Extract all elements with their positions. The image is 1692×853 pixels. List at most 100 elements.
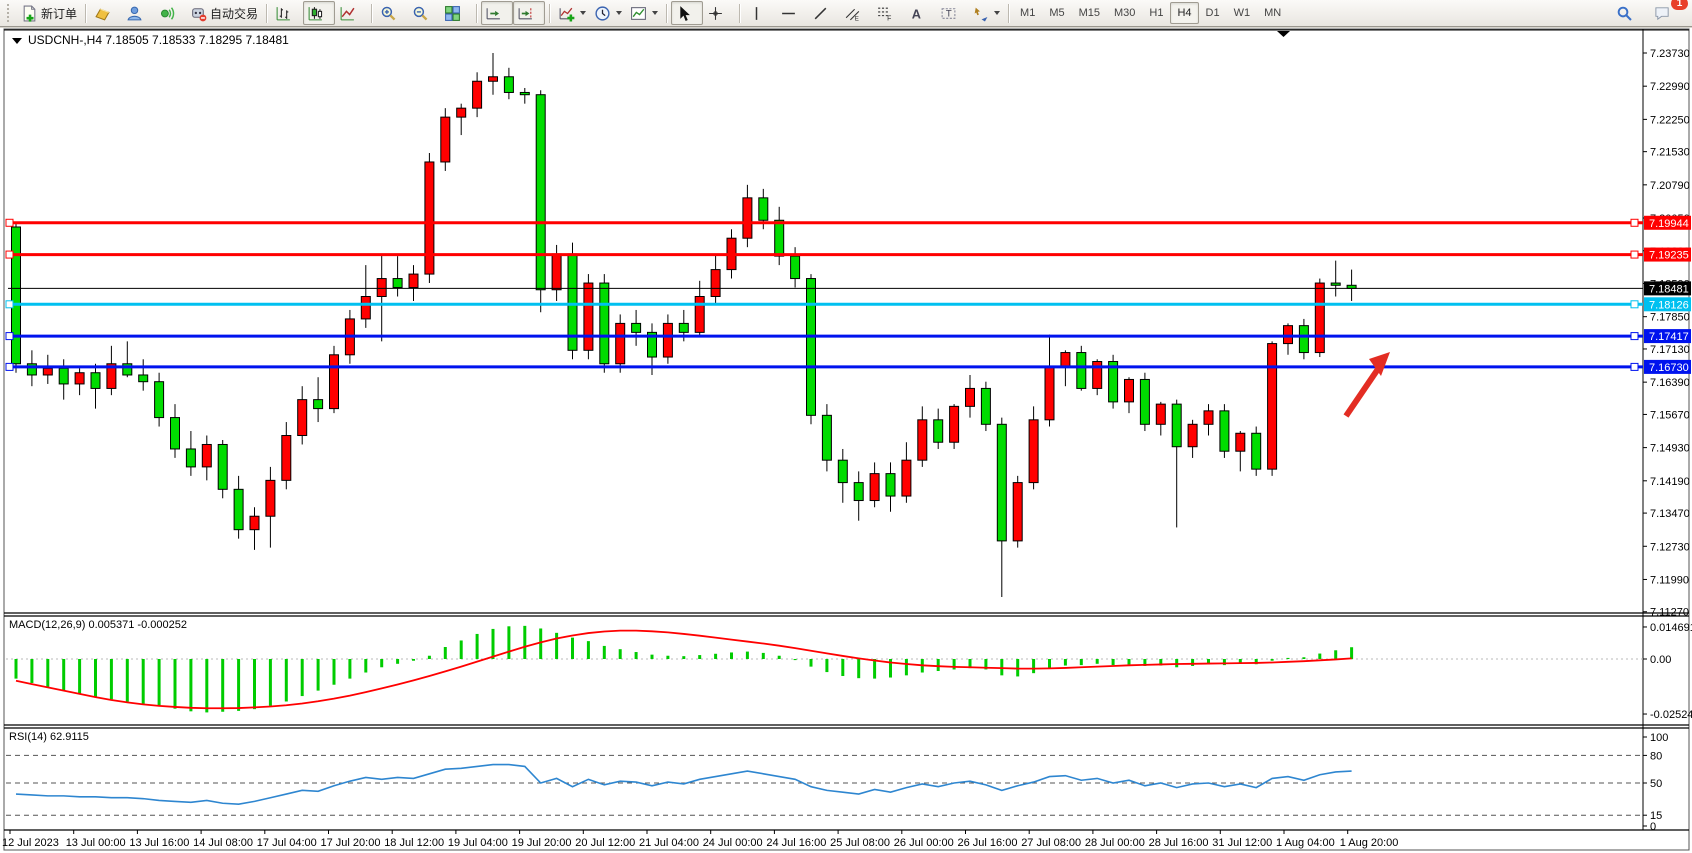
hline-7.16730[interactable]: 7.16730 bbox=[5, 359, 1691, 374]
crosshair-button[interactable] bbox=[703, 1, 735, 25]
bear-candle bbox=[503, 76, 514, 93]
gold-icon bbox=[94, 5, 111, 22]
bear-candle bbox=[933, 419, 944, 443]
line-handle[interactable] bbox=[1630, 332, 1639, 341]
text-label-button[interactable]: T bbox=[936, 1, 968, 25]
tile-windows-button[interactable] bbox=[440, 1, 472, 25]
notifications-button[interactable]: 1 bbox=[1650, 0, 1688, 25]
macd-signal-line bbox=[15, 629, 1352, 710]
line-handle[interactable] bbox=[5, 362, 14, 371]
chevron-down-icon[interactable] bbox=[580, 11, 587, 15]
toolbar-separator bbox=[549, 3, 551, 23]
fibonacci-button[interactable]: F bbox=[872, 1, 904, 25]
tile-icon bbox=[444, 5, 461, 22]
auto-trading-button-label: 自动交易 bbox=[210, 6, 259, 21]
toolbar-separator bbox=[476, 3, 478, 23]
line-handle[interactable] bbox=[5, 300, 14, 309]
bull-candle bbox=[472, 80, 483, 109]
zoom-in-button[interactable] bbox=[376, 1, 408, 25]
timeframe-m1-button[interactable]: M1 bbox=[1020, 7, 1036, 19]
arrows-button[interactable] bbox=[968, 1, 1004, 25]
new-order-button[interactable]: 新订单 bbox=[17, 1, 81, 25]
channel-icon: E bbox=[844, 5, 861, 22]
chevron-down-icon[interactable] bbox=[652, 11, 659, 15]
window-indicator-icon[interactable] bbox=[1277, 31, 1290, 37]
text-button[interactable]: A bbox=[904, 1, 936, 25]
hline-7.19235[interactable]: 7.19235 bbox=[5, 247, 1691, 262]
bar-chart-button[interactable] bbox=[271, 1, 303, 25]
zoom-in-icon bbox=[380, 5, 397, 22]
bull-candle bbox=[1203, 410, 1214, 425]
bear-candle bbox=[26, 363, 37, 376]
search-button[interactable] bbox=[1612, 1, 1644, 25]
line-handle[interactable] bbox=[1630, 362, 1639, 371]
arrow-head[interactable] bbox=[1369, 352, 1390, 376]
hline-7.19944[interactable]: 7.19944 bbox=[5, 215, 1691, 230]
hline-7.18126[interactable]: 7.18126 bbox=[5, 297, 1691, 312]
price-tick-label: 7.15670 bbox=[1650, 409, 1690, 421]
bull-candle bbox=[1012, 482, 1023, 542]
time-tick-label: 13 Jul 16:00 bbox=[129, 837, 189, 849]
timeframe-h1-button[interactable]: H1 bbox=[1149, 7, 1164, 19]
community-button[interactable] bbox=[122, 1, 154, 25]
chart-shift-button[interactable] bbox=[513, 1, 546, 25]
text-icon: A bbox=[908, 5, 925, 22]
equidistant-channel-button[interactable]: E bbox=[840, 1, 872, 25]
timeframe-m5-button[interactable]: M5 bbox=[1049, 7, 1065, 19]
candlestick-chart-button[interactable] bbox=[303, 1, 336, 25]
time-tick-label: 31 Jul 12:00 bbox=[1212, 837, 1272, 849]
bull-candle bbox=[1060, 352, 1071, 367]
chart-menu-triangle-icon[interactable] bbox=[12, 38, 22, 44]
time-tick-label: 26 Jul 00:00 bbox=[894, 837, 954, 849]
annotation-arrow[interactable] bbox=[1343, 352, 1390, 418]
timeframe-d1-button[interactable]: D1 bbox=[1205, 7, 1220, 19]
chevron-down-icon[interactable] bbox=[616, 11, 623, 15]
auto-scroll-button[interactable] bbox=[481, 1, 514, 25]
auto-scroll-icon bbox=[485, 5, 502, 22]
time-tick-label: 19 Jul 20:00 bbox=[512, 837, 572, 849]
arrow-shaft[interactable] bbox=[1343, 364, 1383, 418]
line-chart-button[interactable] bbox=[335, 1, 367, 25]
chart-shift-icon bbox=[517, 5, 534, 22]
hline-7.17417[interactable]: 7.17417 bbox=[5, 329, 1691, 344]
line-handle[interactable] bbox=[1630, 300, 1639, 309]
bear-candle bbox=[885, 473, 896, 497]
bull-candle bbox=[965, 387, 975, 407]
timeframe-w1-button[interactable]: W1 bbox=[1233, 7, 1251, 19]
horizontal-line-button[interactable] bbox=[776, 1, 808, 25]
vertical-line-button[interactable] bbox=[744, 1, 776, 25]
line-icon bbox=[339, 5, 356, 22]
candles-icon bbox=[307, 5, 324, 22]
chevron-down-icon[interactable] bbox=[994, 11, 1001, 15]
cursor-icon bbox=[675, 5, 692, 22]
zoom-out-button[interactable] bbox=[408, 1, 440, 25]
bull-candle bbox=[694, 295, 705, 333]
bear-candle bbox=[154, 381, 165, 419]
indicators-button[interactable] bbox=[554, 1, 590, 25]
line-handle[interactable] bbox=[5, 332, 14, 341]
templates-button[interactable] bbox=[626, 1, 662, 25]
line-handle[interactable] bbox=[1630, 218, 1639, 227]
line-handle[interactable] bbox=[5, 218, 14, 227]
bear-candle bbox=[313, 399, 324, 410]
periods-button[interactable] bbox=[590, 1, 626, 25]
price-label-text: 7.17417 bbox=[1649, 331, 1689, 343]
timeframe-m15-button[interactable]: M15 bbox=[1078, 7, 1100, 19]
bear-candle bbox=[138, 374, 149, 383]
time-tick-label: 19 Jul 04:00 bbox=[448, 837, 508, 849]
macd-tick-label: 0.00 bbox=[1650, 654, 1671, 666]
timeframe-m30-button[interactable]: M30 bbox=[1114, 7, 1136, 19]
line-handle[interactable] bbox=[1630, 250, 1639, 259]
chart-profile-button[interactable] bbox=[90, 1, 122, 25]
auto-trading-button[interactable]: 自动交易 bbox=[186, 1, 262, 25]
timeframe-mn-button[interactable]: MN bbox=[1264, 7, 1282, 19]
trendline-button[interactable] bbox=[808, 1, 840, 25]
cursor-button[interactable] bbox=[671, 1, 704, 25]
broadcast-button[interactable] bbox=[154, 1, 186, 25]
line-handle[interactable] bbox=[5, 250, 14, 259]
timeframe-h4-button[interactable]: H4 bbox=[1170, 2, 1199, 24]
bear-candle bbox=[1251, 432, 1262, 470]
bull-candle bbox=[869, 473, 880, 502]
bull-candle bbox=[615, 322, 626, 365]
